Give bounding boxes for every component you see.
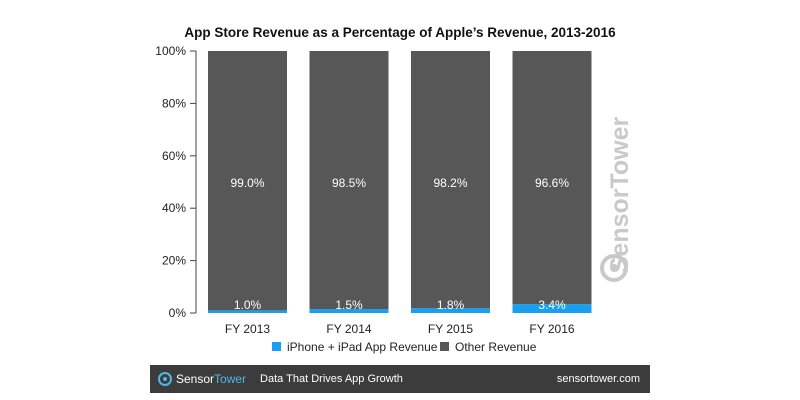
svg-text:SensorTower: SensorTower <box>606 116 634 273</box>
data-label: 98.5% <box>332 176 366 190</box>
y-tick-label: 100% <box>155 44 186 58</box>
bar-segment <box>512 51 592 305</box>
sensortower-logo-icon <box>158 372 172 386</box>
bar-segment <box>512 304 592 313</box>
footer-url[interactable]: sensortower.com <box>556 373 640 385</box>
chart-title: App Store Revenue as a Percentage of App… <box>184 25 616 40</box>
legend: iPhone + iPad App Revenue Other Revenue <box>272 340 537 354</box>
bar-segment <box>309 51 389 310</box>
x-axis: FY 2013 FY 2014 FY 2015 FY 2016 <box>225 322 575 336</box>
bar-segment <box>411 308 490 313</box>
bars: 1.0% 99.0% 1.5% 98.5% 1.8% 98.2% 3.4% 96.6% <box>208 51 592 313</box>
sensortower-watermark: SensorTower <box>606 116 634 273</box>
legend-label: iPhone + iPad App Revenue <box>287 340 438 354</box>
y-tick-label: 80% <box>162 96 186 110</box>
watermark-text-2: Tower <box>606 116 634 188</box>
x-tick-label: FY 2014 <box>326 322 371 336</box>
data-label: 3.4% <box>538 298 566 312</box>
y-tick-label: 20% <box>162 254 186 268</box>
legend-swatch <box>272 342 281 351</box>
y-tick-label: 0% <box>169 306 187 320</box>
bar-segment <box>411 51 490 309</box>
footer-tagline: Data That Drives App Growth <box>260 373 403 385</box>
stacked-bar-chart: App Store Revenue as a Percentage of App… <box>155 25 634 354</box>
data-label: 1.0% <box>234 298 262 312</box>
data-label: 98.2% <box>433 176 467 190</box>
footer-bar: Sensor Tower Data That Drives App Growth … <box>150 365 650 393</box>
bar-segment <box>208 310 287 313</box>
data-label: 1.5% <box>335 298 363 312</box>
y-axis: 0% 20% 40% 60% 80% 100% <box>155 44 197 320</box>
data-label: 96.6% <box>535 176 569 190</box>
footer-brand-part2: Tower <box>214 372 247 386</box>
y-tick-label: 60% <box>162 149 186 163</box>
sensortower-watermark-icon <box>600 254 628 282</box>
x-tick-label: FY 2013 <box>225 322 270 336</box>
legend-swatch <box>440 342 449 351</box>
bar-segment <box>208 51 287 311</box>
bar-segment <box>309 309 389 313</box>
x-tick-label: FY 2015 <box>428 322 473 336</box>
data-label: 1.8% <box>437 298 465 312</box>
footer-logo: Sensor Tower <box>158 372 246 386</box>
data-label: 99.0% <box>230 176 264 190</box>
footer-brand-part1: Sensor <box>176 372 215 386</box>
legend-label: Other Revenue <box>455 340 537 354</box>
x-tick-label: FY 2016 <box>529 322 574 336</box>
watermark-text-1: Sensor <box>606 188 634 273</box>
y-tick-label: 40% <box>162 201 186 215</box>
